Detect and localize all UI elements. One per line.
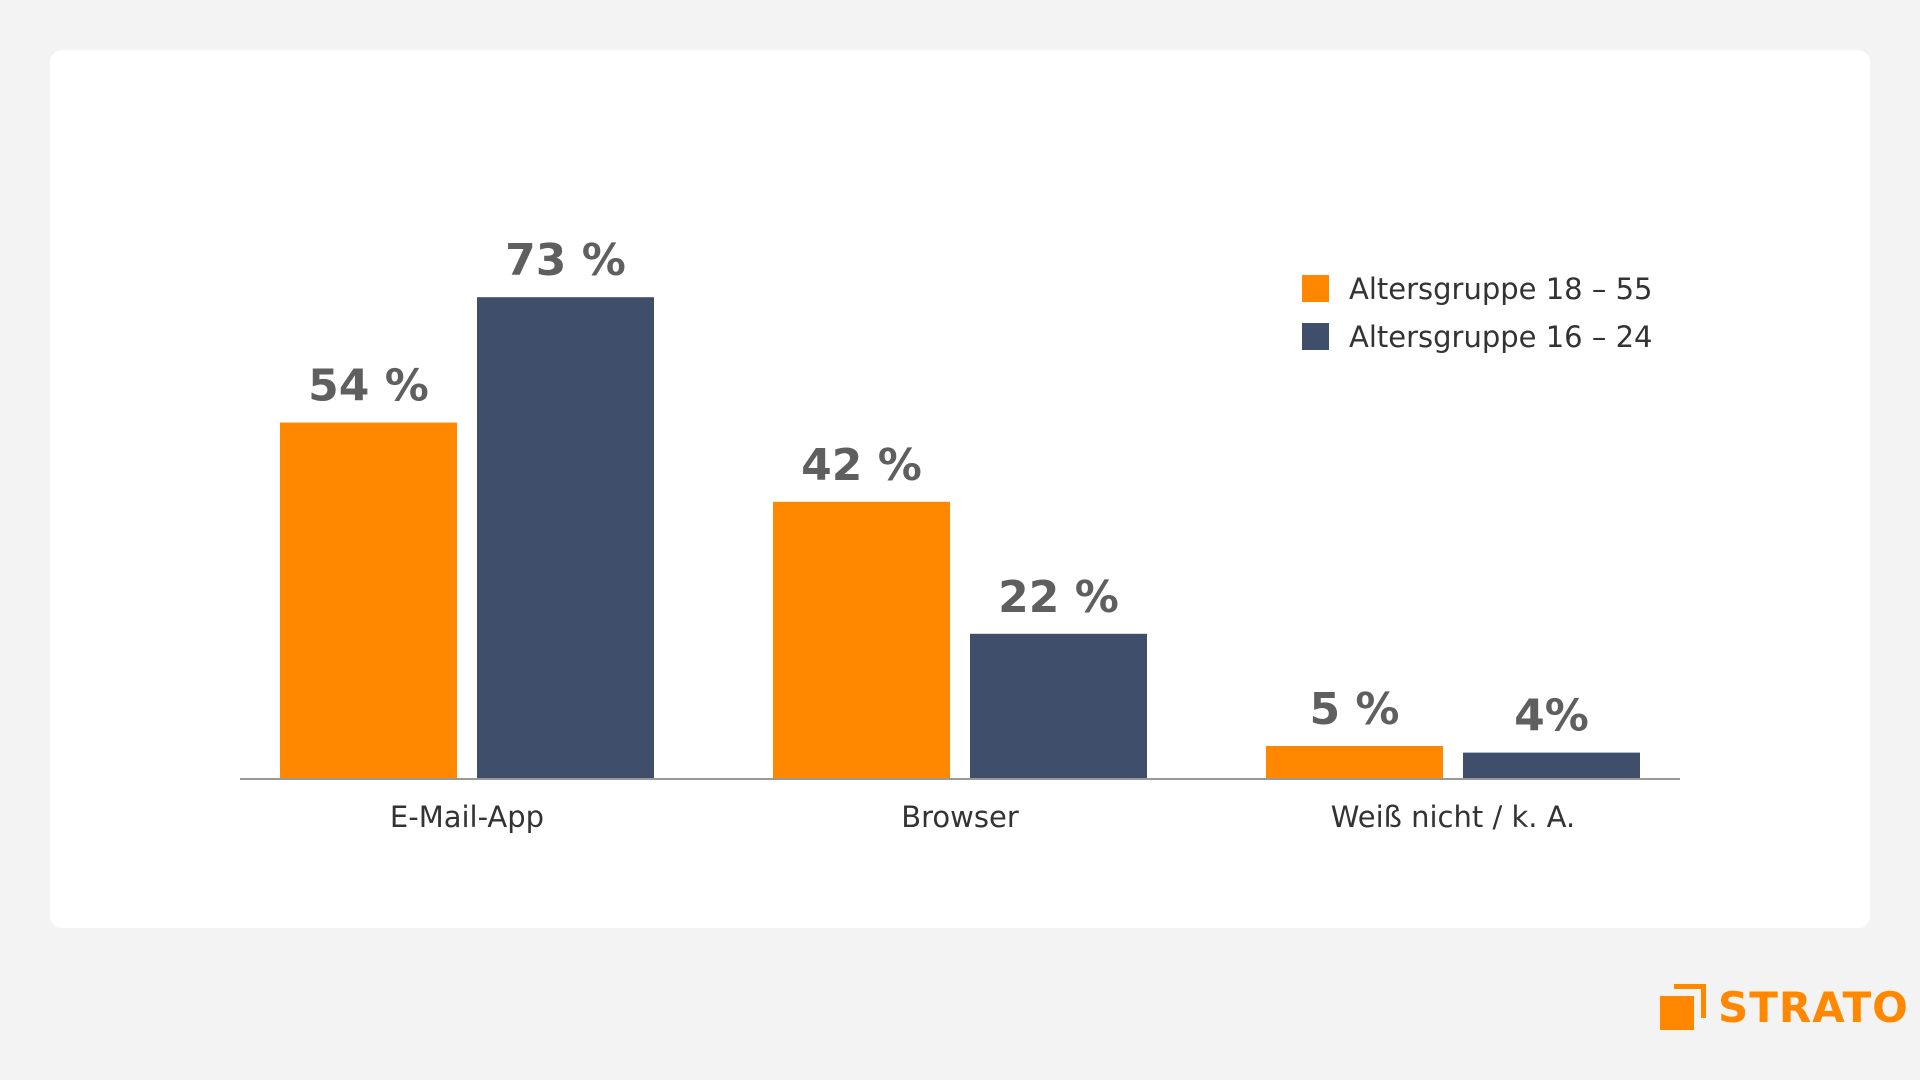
- bar-orange-1: [773, 501, 950, 779]
- category-label: E-Mail-App: [390, 800, 544, 834]
- strato-logo: STRATO: [1660, 982, 1909, 1032]
- legend-label: Altersgruppe 16 – 24: [1349, 320, 1652, 354]
- value-label: 5 %: [1309, 684, 1399, 735]
- legend-swatch: [1302, 323, 1329, 350]
- value-label: 73 %: [505, 235, 626, 286]
- category-label: Browser: [901, 800, 1019, 834]
- value-label: 54 %: [308, 361, 429, 412]
- category-label: Weiß nicht / k. A.: [1331, 800, 1575, 834]
- bar-navy-1: [970, 633, 1147, 779]
- value-label: 22 %: [998, 572, 1119, 623]
- bar-navy-2: [1463, 752, 1640, 779]
- bar-orange-2: [1266, 746, 1443, 779]
- legend-label: Altersgruppe 18 – 55: [1349, 272, 1652, 306]
- logo-text: STRATO: [1718, 982, 1909, 1032]
- value-label: 4%: [1514, 691, 1589, 742]
- bar-orange-0: [280, 422, 457, 779]
- value-label: 42 %: [801, 440, 922, 491]
- bar-navy-0: [477, 297, 654, 779]
- strato-logo-icon: [1660, 984, 1706, 1030]
- legend: Altersgruppe 18 – 55 Altersgruppe 16 – 24: [1302, 272, 1652, 354]
- category-labels-layer: E-Mail-App Browser Weiß nicht / k. A.: [390, 800, 1575, 834]
- value-labels-layer: 54 % 73 % 42 % 22 % 5 % 4%: [308, 235, 1589, 741]
- legend-swatch: [1302, 275, 1329, 302]
- bars-layer: [280, 297, 1640, 779]
